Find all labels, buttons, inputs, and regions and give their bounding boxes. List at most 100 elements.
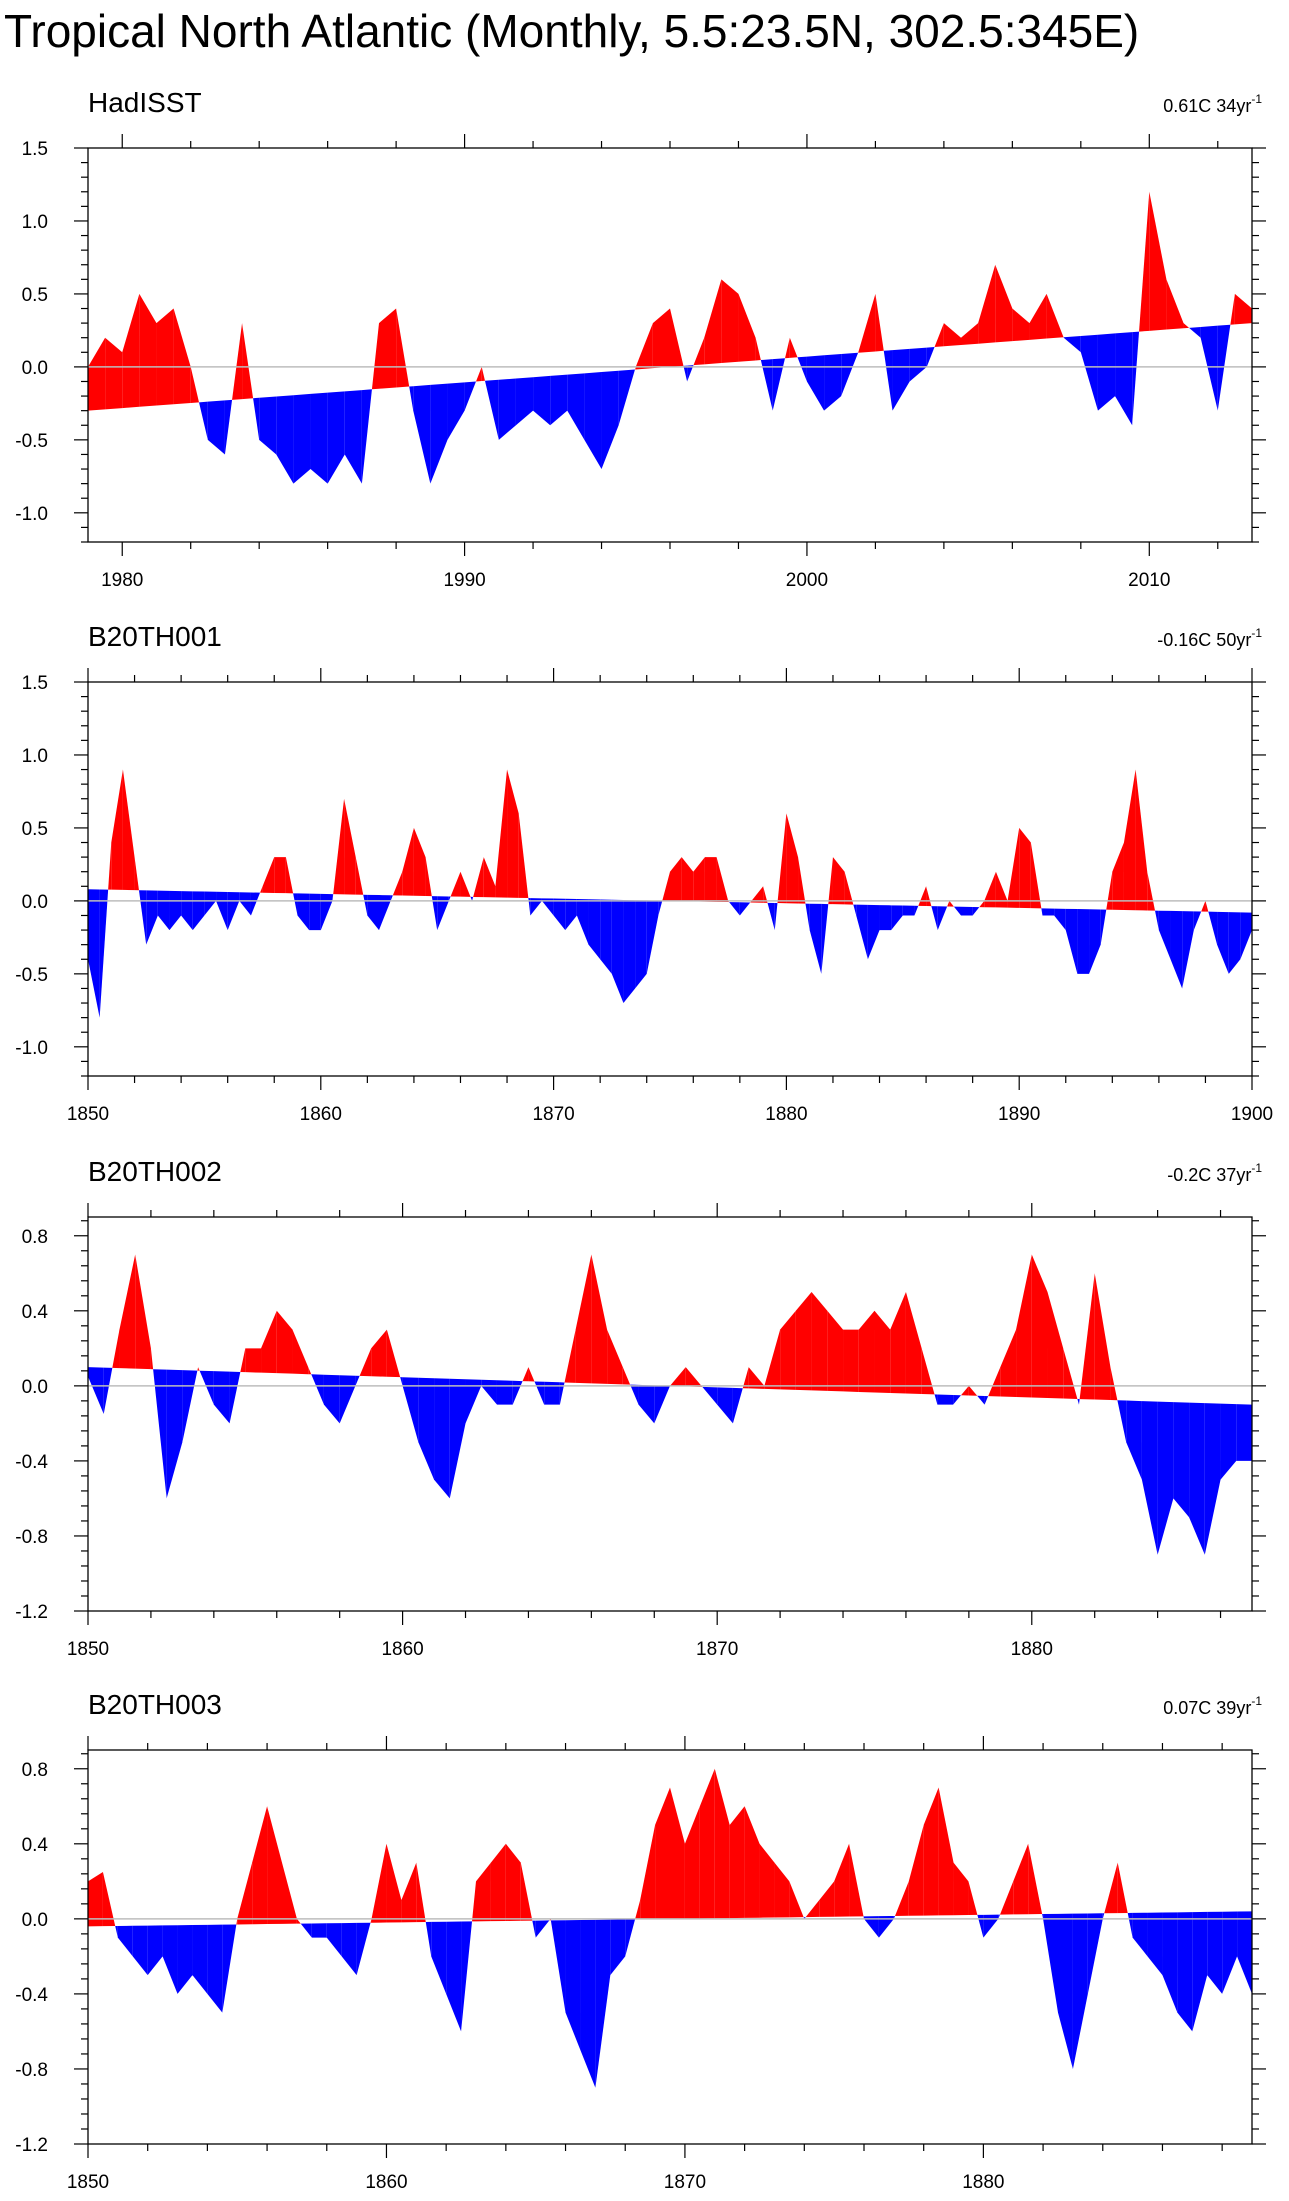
positive-anomaly-area [1028,1843,1043,1915]
negative-anomaly-area [472,896,474,901]
negative-anomaly-area [1042,1914,1044,1919]
positive-anomaly-area [333,798,345,895]
negative-anomaly-area [856,904,868,960]
positive-anomaly-area [105,337,123,410]
negative-anomaly-area [972,906,980,916]
negative-anomaly-area [998,1914,1000,1919]
positive-anomaly-area [197,1367,199,1371]
positive-anomaly-area [763,886,768,903]
negative-anomaly-area [461,1921,473,2032]
positive-anomaly-area [721,279,739,364]
negative-anomaly-area [1173,1402,1190,1518]
positive-anomaly-area [693,857,705,902]
positive-anomaly-area [359,1348,372,1377]
positive-anomaly-area [858,1310,875,1393]
positive-anomaly-area [640,1825,656,1920]
positive-anomaly-area [961,323,979,345]
y-tick-label: 0.5 [22,819,48,840]
negative-anomaly-area [1065,908,1078,974]
positive-anomaly-area [670,1787,685,1919]
negative-anomaly-area [821,903,829,974]
positive-anomaly-area [699,1768,715,1919]
negative-anomaly-area [88,1367,104,1414]
negative-anomaly-area [567,373,585,440]
negative-anomaly-area [1127,1912,1133,1938]
negative-anomaly-area [1200,325,1218,411]
negative-anomaly-area [559,1382,565,1405]
x-tick-label: 1980 [101,570,143,591]
negative-anomaly-area [926,346,935,367]
positive-anomaly-area [261,1310,277,1374]
positive-anomaly-area [704,857,717,902]
negative-anomaly-area [809,903,822,974]
negative-anomaly-area [332,894,334,901]
positive-anomaly-area [895,1881,909,1916]
positive-anomaly-area [285,857,294,894]
panel-title: B20TH003 [88,1689,222,1720]
negative-anomaly-area [250,892,261,916]
positive-anomaly-area [670,308,684,367]
negative-anomaly-area [207,400,225,455]
negative-anomaly-area [1058,1913,1073,2069]
negative-anomaly-area [166,1369,183,1499]
positive-anomaly-area [276,1310,293,1374]
negative-anomaly-area [470,896,473,901]
negative-anomaly-area [934,1394,938,1405]
negative-anomaly-area [293,893,298,916]
positive-anomaly-area [274,857,286,894]
positive-anomaly-area [978,264,996,344]
negative-anomaly-area [147,1925,163,1976]
negative-anomaly-area [565,898,577,931]
trend-label: -0.2C 37yr-1 [1167,1161,1262,1185]
negative-anomaly-area [293,393,311,484]
x-tick-label: 1880 [765,1104,807,1125]
positive-anomaly-area [236,1918,238,1925]
negative-anomaly-area [103,1367,113,1414]
negative-anomaly-area [311,1374,324,1405]
positive-anomaly-area [751,886,764,903]
negative-anomaly-area [409,386,414,411]
y-tick-label: 0.0 [22,1377,48,1398]
positive-anomaly-area [635,1900,641,1920]
trend-label: -0.16C 50yr-1 [1157,626,1262,650]
positive-anomaly-area [402,827,414,896]
negative-anomaly-area [115,1925,118,1938]
panel-title: HadISST [88,87,202,118]
y-tick-label: 0.4 [22,1302,49,1323]
x-tick-label: 2010 [1128,570,1170,591]
positive-anomaly-area [786,813,799,904]
positive-anomaly-area [742,1367,749,1389]
negative-anomaly-area [541,898,554,916]
negative-anomaly-area [534,1381,545,1405]
positive-anomaly-area [520,1862,533,1921]
positive-anomaly-area [198,1367,200,1371]
negative-anomaly-area [1182,911,1194,989]
negative-anomaly-area [891,905,903,931]
negative-anomaly-area [654,1385,670,1424]
negative-anomaly-area [580,1919,596,2088]
positive-anomaly-area [296,1918,301,1924]
positive-anomaly-area [240,1348,246,1373]
negative-anomaly-area [1141,1401,1158,1555]
negative-anomaly-area [878,1915,894,1938]
positive-anomaly-area [685,1367,702,1387]
negative-anomaly-area [892,348,910,411]
y-tick-label: -0.4 [15,1452,48,1473]
negative-anomaly-area [610,1919,626,1976]
positive-anomaly-area [979,900,985,908]
negative-anomaly-area [447,382,465,440]
negative-anomaly-area [1126,1400,1142,1480]
negative-anomaly-area [867,904,880,960]
positive-anomaly-area [1012,308,1030,342]
y-tick-label: -1.0 [15,504,48,525]
positive-anomaly-area [150,1348,154,1370]
negative-anomaly-area [339,1375,356,1424]
negative-anomaly-area [1041,908,1043,916]
negative-anomaly-area [512,1380,523,1405]
x-tick-label: 1850 [67,1104,109,1125]
negative-anomaly-area [961,906,973,916]
positive-anomaly-area [875,293,884,352]
x-tick-label: 2000 [786,570,828,591]
positive-anomaly-area [119,1254,136,1369]
positive-anomaly-area [1000,1329,1017,1398]
